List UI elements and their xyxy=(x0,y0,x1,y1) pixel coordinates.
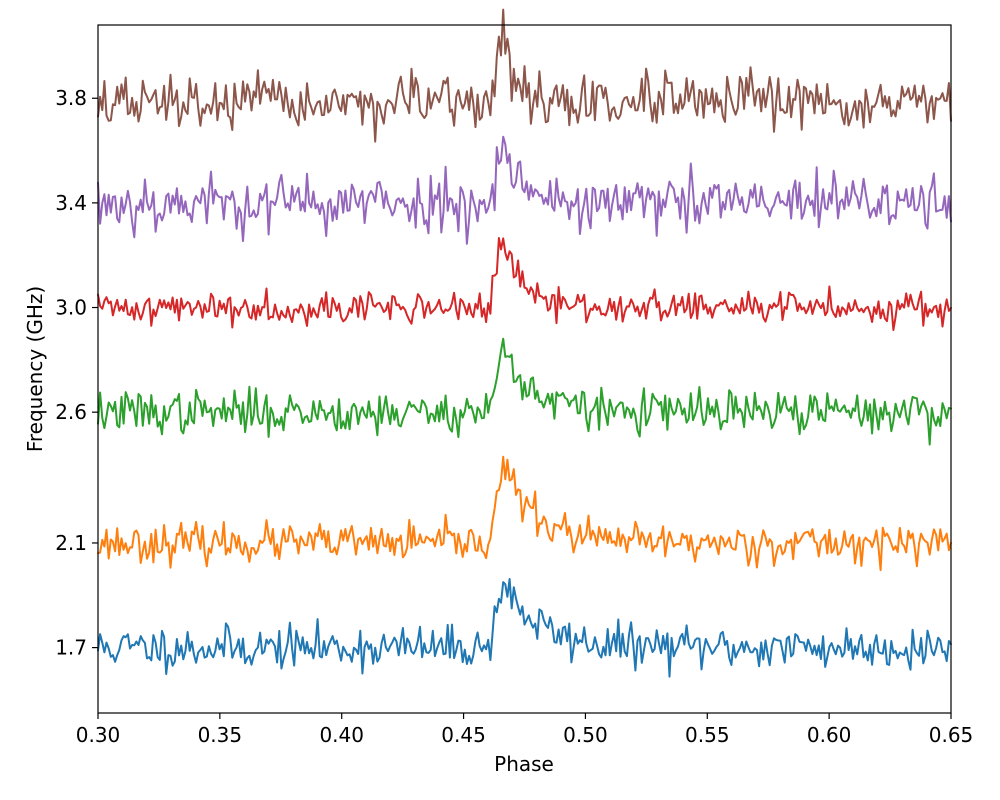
y-axis: 1.7 2.1 2.6 3.0 3.4 3.8 xyxy=(55,86,98,660)
x-tick-label: 0.30 xyxy=(76,723,121,747)
series-line-6 xyxy=(97,8,952,143)
y-tick-label: 1.7 xyxy=(55,636,87,660)
y-tick-label: 2.1 xyxy=(55,531,87,555)
x-tick-label: 0.60 xyxy=(807,723,852,747)
y-tick-label: 3.4 xyxy=(55,191,87,215)
y-tick-label: 3.8 xyxy=(55,86,87,110)
x-axis-label: Phase xyxy=(494,752,554,776)
y-tick-label: 3.0 xyxy=(55,296,87,320)
plot-frame xyxy=(97,24,952,714)
series-line-4 xyxy=(97,237,952,331)
traces-group xyxy=(97,8,952,678)
y-tick-label: 2.6 xyxy=(55,400,87,424)
series-line-5 xyxy=(97,135,952,245)
series-line-2 xyxy=(97,455,952,572)
series-line-1 xyxy=(97,578,952,678)
y-axis-label: Frequency (GHz) xyxy=(23,286,47,452)
x-tick-label: 0.40 xyxy=(319,723,364,747)
series-line-3 xyxy=(97,337,952,446)
x-tick-label: 0.45 xyxy=(441,723,486,747)
x-tick-label: 0.55 xyxy=(685,723,730,747)
x-tick-label: 0.65 xyxy=(929,723,974,747)
x-axis: 0.30 0.35 0.40 0.45 0.50 0.55 0.60 0.65 xyxy=(76,713,974,747)
x-tick-label: 0.35 xyxy=(198,723,243,747)
x-tick-label: 0.50 xyxy=(563,723,608,747)
